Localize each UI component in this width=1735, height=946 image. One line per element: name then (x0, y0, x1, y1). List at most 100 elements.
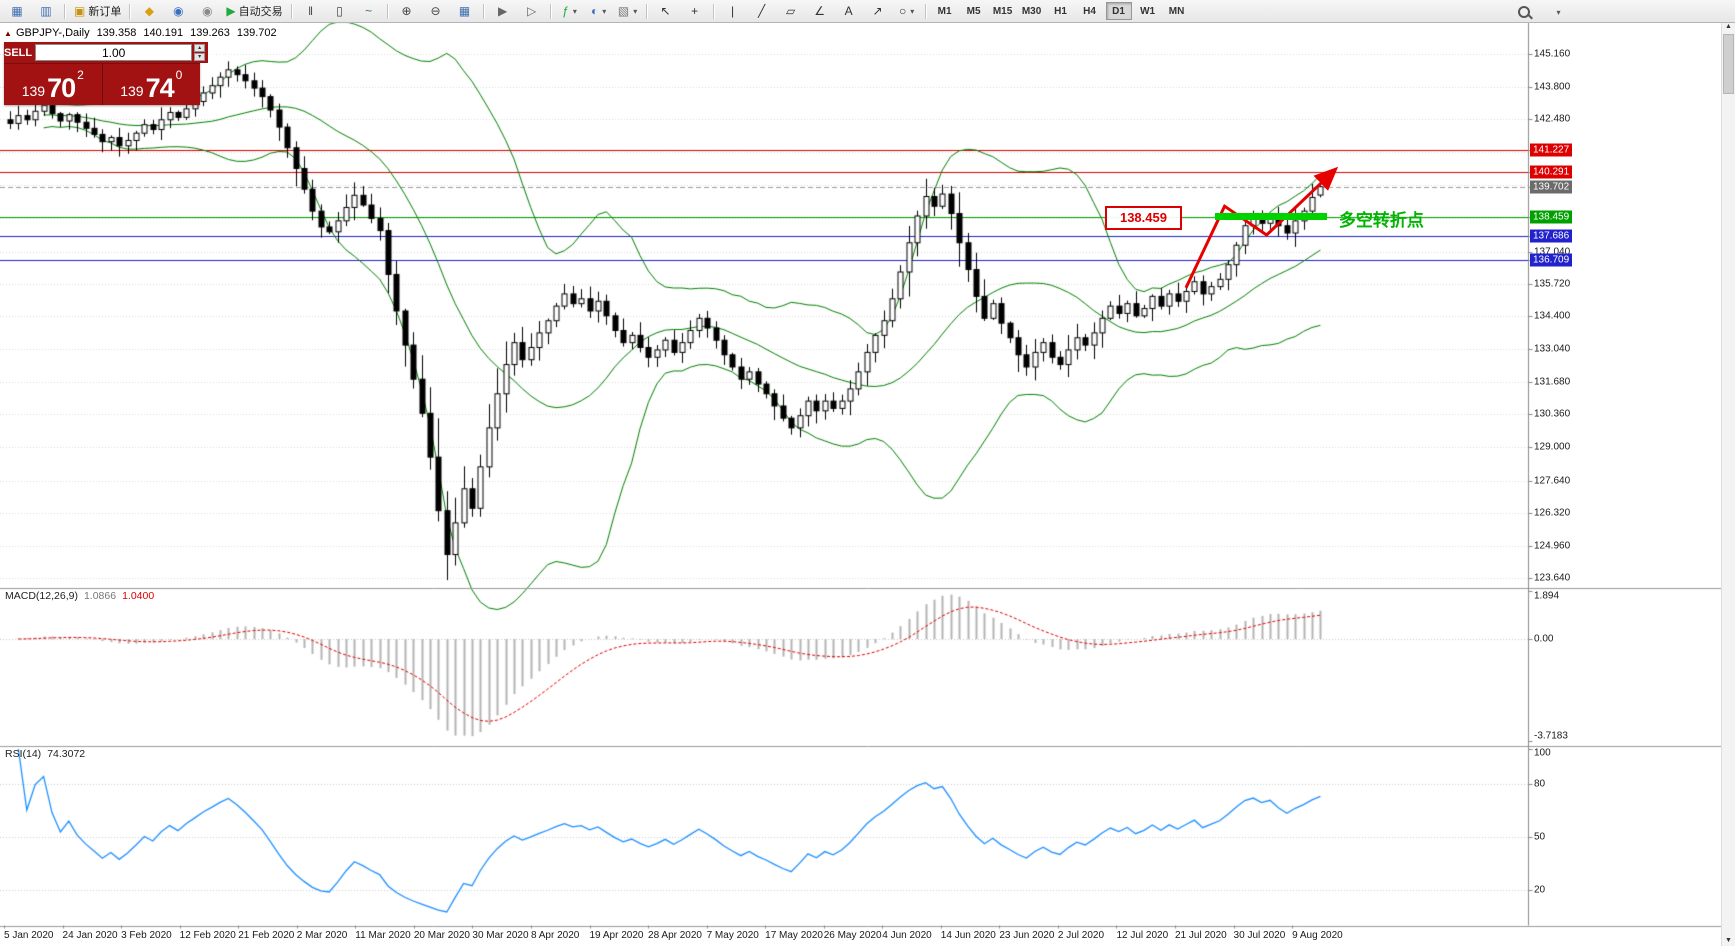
new-order-icon: ▣ (74, 4, 86, 18)
navigator-icon[interactable]: ◉ (193, 1, 221, 21)
arrow-tool-icon[interactable]: ↗ (864, 1, 892, 21)
vertical-line-icon[interactable]: | (719, 1, 747, 21)
timeframe-m1[interactable]: M1 (937, 5, 952, 17)
channel-icon[interactable]: ▱ (777, 1, 805, 21)
price-axis[interactable] (1528, 22, 1721, 925)
profiles-icon[interactable]: ▥ (32, 1, 60, 21)
candlestick-chart-icon[interactable]: ▯ (326, 1, 354, 21)
price-annotation-text: 138.459 (1119, 210, 1167, 226)
auto-trading-button[interactable]: ▶ 自动交易 (222, 1, 286, 21)
chart-shift-icon: ▷ (526, 4, 537, 18)
rsi-indicator-label: RSI(14) 74.3072 (5, 748, 85, 760)
fibonacci-icon: ∠ (814, 4, 825, 18)
periods-icon[interactable]: ◐ ▾ (585, 1, 613, 21)
vertical-scrollbar[interactable]: ▲ ▼ (1721, 22, 1735, 946)
toolbar-separator (386, 3, 389, 19)
sell-price-big: 139 (21, 83, 46, 99)
volume-increase-button[interactable]: ▴ (194, 44, 206, 52)
chart-shift-icon[interactable]: ▷ (518, 1, 546, 21)
buy-button[interactable]: BUY (208, 42, 231, 63)
search-icon (1518, 6, 1530, 18)
new-chart-window-icon[interactable]: ▦ (3, 1, 31, 21)
dropdown-caret-icon[interactable]: ▾ (633, 6, 638, 16)
timeframe-m30[interactable]: M30 (1021, 5, 1042, 17)
toolbar-separator (712, 3, 715, 19)
buy-price-huge: 74 (145, 73, 175, 104)
trendline-icon[interactable]: ╱ (748, 1, 776, 21)
dropdown-caret-icon[interactable]: ▾ (572, 6, 577, 16)
tile-windows-icon[interactable]: ▦ (451, 1, 479, 21)
cursor-icon[interactable]: ↖ (652, 1, 680, 21)
sell-price[interactable]: 139 70 2 (4, 64, 102, 105)
macd-main-value: 1.0866 (83, 590, 117, 602)
toolbar-separator (290, 3, 293, 19)
toolbar: ▦ ▥ ▣ 新订单 ◆ ◉ ◉ ▶ 自动交易 ‖ ▯ ~ ⊕ ⊖ ▦ ▶ ▷ ƒ ▾ ◐ ▾ ▧ ▾ ↖ + | ╱ ▱ ∠ A ↗ ○ ▾ M1… (0, 0, 1735, 23)
channel-icon: ▱ (785, 4, 796, 18)
volume-input[interactable] (35, 44, 193, 61)
volume-control: ▴ ▾ (32, 42, 209, 63)
timeframe-h4[interactable]: H4 (1083, 5, 1096, 17)
sell-price-sup: 2 (77, 68, 84, 82)
one-click-collapse-icon[interactable]: ▲ (4, 29, 12, 38)
bar-chart-icon[interactable]: ‖ (297, 1, 325, 21)
candlestick-chart-icon: ▯ (336, 4, 343, 18)
timeframe-d1[interactable]: D1 (1105, 2, 1132, 20)
auto-scroll-icon: ▶ (497, 4, 508, 18)
crosshair-icon: + (691, 4, 699, 18)
turning-point-bar[interactable] (1214, 213, 1328, 221)
dropdown-caret-icon: ▾ (1556, 7, 1561, 17)
dropdown-caret-icon[interactable]: ▾ (602, 6, 607, 16)
toolbar-more-button[interactable]: ▾ (1544, 2, 1572, 22)
timeframe-w1[interactable]: W1 (1140, 5, 1156, 17)
buy-price[interactable]: 139 74 0 (103, 64, 201, 105)
one-click-top-row: SELL ▴ ▾ BUY (4, 42, 231, 63)
low-value: 139.263 (190, 27, 230, 39)
search-button[interactable] (1510, 2, 1538, 22)
new-chart-window-icon: ▦ (11, 4, 23, 18)
timeframe-m5[interactable]: M5 (966, 5, 981, 17)
market-watch-icon[interactable]: ◆ (135, 1, 163, 21)
scroll-down-icon[interactable]: ▼ (1725, 937, 1732, 944)
shapes-icon[interactable]: ○ ▾ (893, 1, 921, 21)
periods-icon: ◐ (590, 4, 599, 18)
symbol-period-label: GBPJPY-,Daily (16, 27, 90, 39)
time-axis[interactable] (0, 925, 1528, 946)
template-icon: ▧ (617, 4, 630, 18)
fibonacci-icon[interactable]: ∠ (806, 1, 834, 21)
indicators-icon[interactable]: ƒ ▾ (556, 1, 584, 21)
timeframe-m15[interactable]: M15 (992, 5, 1013, 17)
toolbar-separator (64, 3, 66, 19)
auto-scroll-icon[interactable]: ▶ (489, 1, 517, 21)
timeframe-mn[interactable]: MN (1168, 5, 1185, 17)
buy-button-label: BUY (208, 46, 232, 59)
turning-point-text[interactable]: 多空转折点 (1338, 210, 1424, 230)
dropdown-caret-icon[interactable]: ▾ (910, 6, 915, 16)
sell-price-huge: 70 (47, 73, 76, 104)
line-chart-icon[interactable]: ~ (355, 1, 383, 21)
cursor-icon: ↖ (660, 4, 671, 18)
text-icon[interactable]: A (835, 1, 863, 21)
volume-decrease-button[interactable]: ▾ (194, 53, 206, 61)
crosshair-icon[interactable]: + (681, 1, 709, 21)
high-value: 140.191 (143, 27, 184, 39)
one-click-prices: 139 70 2 139 74 0 (4, 63, 200, 105)
sell-button-label: SELL (4, 46, 33, 59)
buy-price-sup: 0 (175, 68, 183, 82)
data-window-icon[interactable]: ◉ (164, 1, 192, 21)
timeframe-h1[interactable]: H1 (1054, 5, 1067, 17)
price-divider (101, 64, 103, 105)
toolbar-separator (645, 3, 648, 19)
scrollbar-thumb[interactable] (1723, 34, 1734, 94)
sell-button[interactable]: SELL (4, 42, 32, 63)
macd-title: MACD(12,26,9) (5, 590, 78, 602)
scroll-up-icon[interactable]: ▲ (1725, 23, 1732, 30)
zoom-in-icon[interactable]: ⊕ (393, 1, 421, 21)
toolbar-right-group: ▾ (1510, 2, 1572, 22)
price-annotation-box[interactable]: 138.459 (1104, 205, 1183, 230)
template-icon[interactable]: ▧ ▾ (614, 1, 642, 21)
zoom-out-icon[interactable]: ⊖ (422, 1, 450, 21)
new-order-button[interactable]: ▣ 新订单 (70, 1, 125, 21)
vertical-line-icon: | (731, 4, 735, 18)
